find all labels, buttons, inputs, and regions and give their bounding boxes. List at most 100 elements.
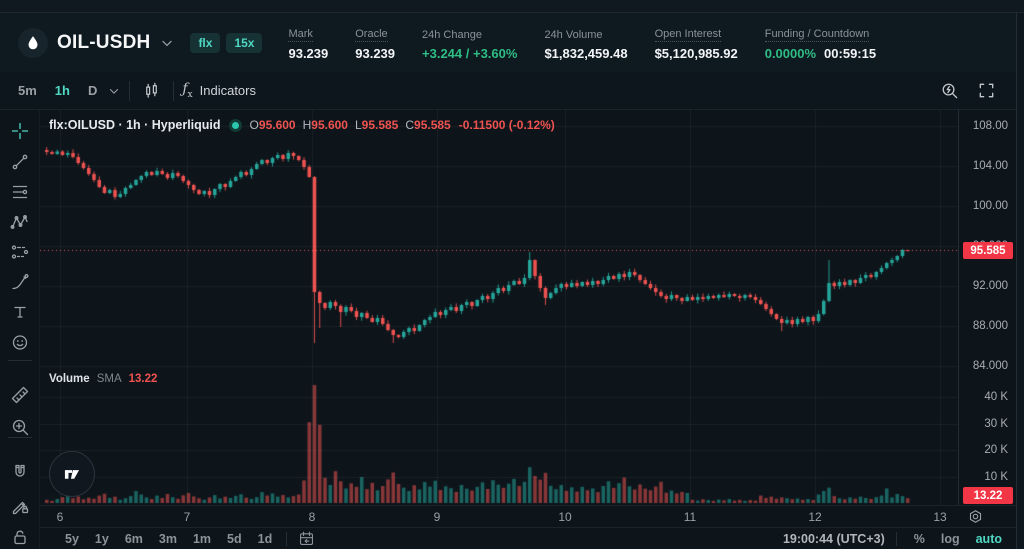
candle-style-icon[interactable]: [138, 79, 165, 102]
toolbar-divider: [8, 437, 32, 438]
stat-label: 24h Change: [422, 28, 482, 41]
badge-flx: flx: [190, 32, 221, 53]
interval-chevron-icon[interactable]: [107, 84, 121, 98]
price-axis-label: 88.000: [972, 320, 1008, 332]
range-button-5d[interactable]: 5d: [227, 531, 242, 546]
auto-scale-button[interactable]: auto: [975, 531, 1002, 546]
clock-utc[interactable]: 19:00:44 (UTC+3): [782, 531, 885, 546]
price-axis-label: 84.000: [972, 360, 1008, 372]
symbol-name: OIL-USDH: [57, 31, 151, 53]
ohlc-o: O95.600: [249, 118, 296, 132]
percent-scale-button[interactable]: %: [913, 531, 925, 546]
range-button-1y[interactable]: 1y: [94, 531, 109, 546]
legend-symbol: flx:OILUSD · 1h · Hyperliquid: [49, 118, 221, 132]
interval-buttons: 5m 1h D: [10, 79, 105, 102]
chart-pane: flx:OILUSD · 1h · Hyperliquid O95.600 H95…: [40, 110, 958, 505]
ticker-bar: OIL-USDH flx 15x Mark 93.239 Oracle 93.239 24…: [0, 13, 1024, 72]
range-button-1d[interactable]: 1d: [257, 531, 273, 546]
stat-oracle: Oracle 93.239: [355, 24, 395, 61]
legend-ohlc: O95.600 H95.600 L95.585 C95.585: [250, 118, 451, 132]
drawing-toolbar: [0, 110, 40, 549]
fib-retracement-icon[interactable]: [7, 179, 33, 205]
trend-line-icon[interactable]: [7, 149, 33, 175]
go-to-date-calendar-icon[interactable]: [294, 528, 319, 549]
ohlc-l: L95.585: [354, 118, 399, 132]
stat-label: Open Interest: [654, 28, 722, 42]
fullscreen-icon[interactable]: [973, 79, 1000, 102]
interval-button-5m[interactable]: 5m: [18, 83, 37, 98]
badge-15x: 15x: [226, 32, 263, 53]
brush-icon[interactable]: [7, 269, 33, 295]
range-button-5y[interactable]: 5y: [65, 531, 79, 546]
bottom-toolbar: 5y 1y 6m 3m 1m 5d 1d 19:00:44 (UTC+3) % log au…: [40, 527, 1016, 549]
price-axis-label: 104.00: [972, 160, 1008, 172]
ohlc-h: H95.600: [302, 118, 348, 132]
interval-button-1h[interactable]: 1h: [54, 83, 70, 98]
price-axis-label: 30 K: [984, 418, 1008, 430]
price-axis-label: 100.00: [972, 200, 1008, 212]
range-button-3m[interactable]: 3m: [158, 531, 177, 546]
stat-open-interest: Open Interest $5,120,985.92: [654, 24, 738, 61]
text-icon[interactable]: [7, 299, 33, 325]
price-axis-label: 108.00: [972, 120, 1008, 132]
tradingview-logo[interactable]: [49, 451, 95, 497]
stat-value: 93.239: [355, 46, 396, 61]
xabcd-pattern-icon[interactable]: [7, 209, 33, 235]
indicators-button[interactable]: ƒx Indicators: [182, 81, 256, 100]
time-axis-label: 9: [433, 510, 441, 524]
symbol-selector[interactable]: OIL-USDH flx 15x: [18, 27, 263, 58]
top-strip: [0, 0, 1024, 13]
range-button-1m[interactable]: 1m: [192, 531, 212, 546]
stat-mark: Mark 93.239: [288, 24, 328, 61]
stat-label: 24h Volume: [544, 28, 603, 41]
time-axis-label: 7: [183, 510, 191, 524]
stat-value: 93.239: [288, 46, 329, 61]
axis-settings-gear-icon[interactable]: [967, 508, 984, 525]
toolbar-separator: [173, 80, 175, 101]
oil-droplet-icon: [28, 35, 38, 49]
interval-button-D[interactable]: D: [87, 83, 98, 98]
last-price-badge: 95.585: [963, 242, 1013, 259]
time-axis-label: 6: [56, 510, 64, 524]
toolbar-separator: [895, 531, 897, 546]
toolbar-separator: [129, 80, 131, 101]
price-axis[interactable]: 95.585 13.22 108.00104.00100.0096.00092.…: [958, 110, 1016, 505]
right-panel-edge: [1016, 13, 1024, 549]
stat-value: $5,120,985.92: [654, 46, 738, 61]
badges-wrap: flx 15x: [184, 32, 263, 53]
volume-sma-badge: 13.22: [963, 487, 1013, 504]
indicators-label: Indicators: [199, 82, 256, 98]
toolbar-separator: [286, 531, 288, 546]
volume-legend: Volume SMA 13.22: [49, 373, 157, 385]
ohlc-c: C95.585: [405, 118, 451, 132]
market-status-dot: [228, 118, 242, 132]
forecast-icon[interactable]: [7, 239, 33, 265]
ruler-icon[interactable]: [7, 382, 33, 408]
lock-all-icon[interactable]: [7, 524, 33, 549]
stat-value: 0.0000% 00:59:15: [764, 46, 877, 61]
stat-funding-countdown: Funding / Countdown 0.0000% 00:59:15: [764, 24, 877, 61]
stat-label: Oracle: [355, 28, 388, 42]
time-axis[interactable]: 6 7 8 9 10 11 12 13: [40, 505, 1016, 527]
log-scale-button[interactable]: log: [940, 531, 960, 546]
quick-search-icon[interactable]: [936, 79, 963, 102]
price-axis-label: 20 K: [984, 444, 1008, 456]
stat-label: Mark: [288, 28, 313, 42]
range-buttons: 5y 1y 6m 3m 1m 5d 1d: [58, 530, 279, 548]
range-button-6m[interactable]: 6m: [124, 531, 143, 546]
emoji-icon[interactable]: [7, 329, 33, 355]
magnet-icon[interactable]: [7, 459, 33, 485]
crosshair-icon[interactable]: [7, 118, 33, 144]
zoom-in-icon[interactable]: [7, 414, 33, 440]
chart-toolbar: 5m 1h D ƒx Indicators: [0, 72, 1024, 110]
drawing-mode-icon[interactable]: [7, 492, 33, 518]
fx-icon: ƒx: [182, 81, 193, 100]
coin-icon: [18, 27, 48, 58]
price-axis-label: 92.000: [972, 280, 1008, 292]
chevron-down-icon[interactable]: [159, 35, 175, 51]
legend-change: -0.11500 (-0.12%): [458, 118, 555, 132]
stat-24h-change: 24h Change +3.244 / +3.60%: [422, 25, 517, 61]
price-chart-canvas[interactable]: [40, 110, 958, 505]
stat-value: +3.244 / +3.60%: [422, 45, 518, 61]
